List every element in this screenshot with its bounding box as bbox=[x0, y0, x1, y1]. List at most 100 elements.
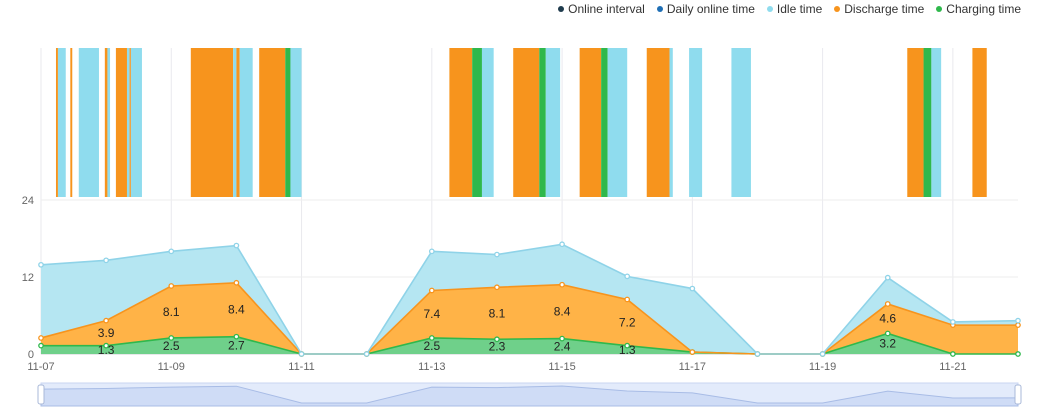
timeline-segment bbox=[239, 48, 253, 197]
data-point bbox=[428, 248, 435, 255]
timeline-segment bbox=[236, 48, 240, 197]
timeline-segment bbox=[115, 48, 127, 197]
data-point bbox=[233, 242, 240, 249]
y-tick-label: 12 bbox=[22, 272, 34, 284]
data-label: 4.6 bbox=[879, 312, 896, 326]
timeline-segment bbox=[104, 48, 108, 197]
data-point bbox=[950, 351, 956, 357]
zoom-handle-right[interactable] bbox=[1014, 384, 1022, 405]
timeline-segment bbox=[923, 48, 932, 197]
data-point bbox=[38, 261, 44, 268]
data-point bbox=[819, 351, 826, 357]
data-point bbox=[168, 283, 175, 289]
legend-dot-icon bbox=[558, 6, 565, 12]
data-label: 8.4 bbox=[228, 303, 245, 317]
timeline-segment bbox=[539, 48, 546, 197]
timeline-segment bbox=[259, 48, 286, 197]
legend-item[interactable]: Charging time bbox=[936, 2, 1021, 16]
timeline-segment bbox=[126, 48, 130, 197]
data-point bbox=[559, 335, 565, 342]
timeline-segment bbox=[931, 48, 942, 197]
data-label: 2.3 bbox=[489, 340, 506, 354]
data-point bbox=[103, 257, 109, 264]
timeline-segment bbox=[449, 48, 473, 197]
x-tick-label: 11-07 bbox=[27, 361, 54, 373]
data-point bbox=[559, 281, 565, 288]
x-tick-label: 11-21 bbox=[939, 361, 966, 373]
legend-dot-icon bbox=[936, 6, 943, 12]
timeline-segment bbox=[513, 48, 540, 197]
legend-item[interactable]: Daily online time bbox=[656, 2, 755, 16]
timeline-segment bbox=[907, 48, 924, 197]
data-point bbox=[1015, 317, 1021, 324]
data-label: 8.1 bbox=[163, 305, 180, 319]
timeline-segment bbox=[285, 48, 291, 197]
y-tick-label: 24 bbox=[22, 195, 34, 207]
timeline-segment bbox=[731, 48, 751, 197]
x-tick-label: 11-17 bbox=[679, 361, 706, 373]
data-point bbox=[168, 248, 175, 255]
data-point bbox=[754, 351, 761, 357]
data-point bbox=[233, 333, 240, 340]
timeline-segment bbox=[70, 48, 73, 197]
timeline-segment bbox=[481, 48, 494, 197]
data-point bbox=[884, 274, 891, 281]
x-tick-label: 11-19 bbox=[809, 361, 836, 373]
zoom-handle-left[interactable] bbox=[37, 384, 45, 405]
data-point bbox=[428, 287, 435, 294]
data-point bbox=[689, 285, 696, 292]
timeline-segment bbox=[107, 48, 111, 197]
legend: Online interval Daily online time Idle tim… bbox=[558, 2, 1021, 16]
data-point bbox=[233, 279, 240, 286]
legend-item[interactable]: Idle time bbox=[766, 2, 823, 16]
timeline-segment bbox=[579, 48, 602, 197]
legend-label: Discharge time bbox=[844, 2, 925, 16]
data-label: 7.2 bbox=[619, 316, 636, 330]
timeline-segment bbox=[607, 48, 628, 197]
timeline-segment bbox=[233, 48, 237, 197]
data-point bbox=[1015, 322, 1021, 328]
legend-item[interactable]: Online interval bbox=[558, 2, 645, 16]
timeline-segment bbox=[689, 48, 703, 197]
line-idle-time bbox=[40, 243, 1019, 355]
data-point bbox=[950, 319, 956, 325]
data-label: 3.9 bbox=[98, 326, 115, 340]
timeline-segment bbox=[669, 48, 673, 197]
data-point bbox=[884, 330, 891, 337]
data-point bbox=[624, 273, 631, 280]
legend-label: Charging time bbox=[946, 2, 1021, 16]
data-point bbox=[624, 296, 631, 303]
data-label: 1.3 bbox=[98, 343, 115, 357]
timeline-segment bbox=[55, 48, 58, 197]
timeline-segment bbox=[545, 48, 561, 197]
legend-label: Idle time bbox=[776, 2, 823, 16]
timeline-segment bbox=[130, 48, 142, 197]
data-point bbox=[884, 301, 891, 307]
data-label: 2.5 bbox=[163, 339, 180, 353]
legend-dot-icon bbox=[766, 6, 773, 12]
data-point bbox=[559, 241, 565, 248]
line-discharge-time bbox=[40, 281, 1018, 355]
data-point bbox=[494, 251, 500, 258]
data-point bbox=[168, 335, 175, 341]
data-label: 3.2 bbox=[879, 337, 896, 351]
timeline-segment bbox=[601, 48, 608, 197]
data-point bbox=[1015, 351, 1021, 357]
timeline-segment bbox=[190, 48, 234, 197]
zoom-slider-preview bbox=[40, 385, 1019, 407]
data-label: 7.4 bbox=[423, 307, 440, 321]
timeline-segment bbox=[646, 48, 670, 197]
data-label: 2.7 bbox=[228, 338, 245, 352]
data-point bbox=[494, 284, 500, 291]
data-label: 2.4 bbox=[554, 339, 571, 353]
data-point bbox=[624, 342, 631, 349]
timeline-segment bbox=[129, 48, 131, 197]
legend-dot-icon bbox=[834, 6, 841, 12]
legend-label: Daily online time bbox=[666, 2, 755, 16]
data-point bbox=[38, 342, 44, 349]
timeline-segment bbox=[472, 48, 482, 197]
legend-item[interactable]: Discharge time bbox=[834, 2, 924, 16]
x-tick-label: 11-11 bbox=[288, 361, 315, 373]
data-point bbox=[689, 349, 696, 355]
